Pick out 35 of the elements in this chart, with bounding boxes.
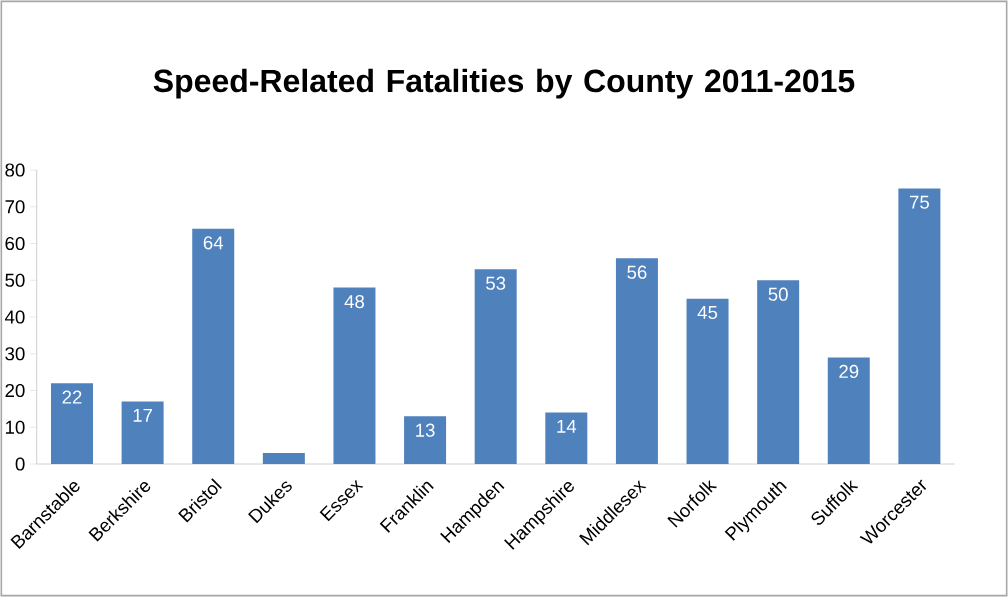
y-tick-label: 30 [5,347,25,361]
bar [474,269,517,464]
y-tick-label: 60 [5,236,25,251]
data-label: 48 [344,294,365,309]
y-tick-label: 20 [5,383,25,398]
bar [898,188,941,464]
chart-title: Speed-Related Fatalities by County 2011-2015 [153,68,855,99]
bar [545,412,588,464]
data-label: 13 [416,423,435,437]
bar [827,357,870,464]
data-label: 14 [557,419,577,433]
bar [333,287,376,464]
bar [686,298,729,464]
y-tick-label: 0 [15,457,25,471]
bar [757,280,800,464]
data-label: 50 [768,287,788,301]
data-label: 56 [627,265,647,279]
y-tick-label: 70 [5,200,25,214]
data-label: 22 [62,390,82,404]
data-label: 29 [839,364,859,379]
bar [192,228,235,464]
data-label: 53 [486,276,506,290]
y-tick-label: 40 [4,310,25,324]
bar [121,401,164,464]
data-label: 64 [203,236,224,250]
bar [262,452,305,464]
y-tick-label: 10 [5,420,25,434]
y-tick-label: 50 [5,273,25,287]
y-tick-label: 80 [5,163,25,177]
data-label: 45 [697,306,718,320]
bar [404,416,447,464]
data-label: 17 [133,408,153,422]
bar [615,258,658,464]
bar [51,383,93,464]
data-label: 75 [909,195,929,209]
